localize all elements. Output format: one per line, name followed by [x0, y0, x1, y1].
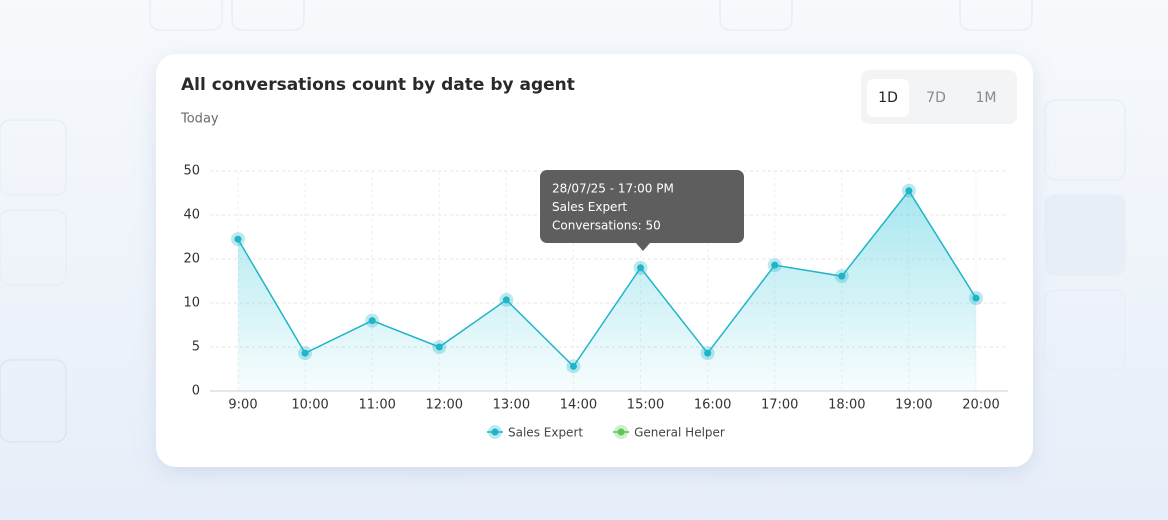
line — [237, 189, 977, 368]
range-button[interactable]: 7D — [926, 90, 946, 106]
y-tick-label: 50 — [183, 164, 200, 179]
legend-label[interactable]: General Helper — [634, 426, 725, 440]
point[interactable] — [771, 261, 779, 269]
y-tick-label: 0 — [192, 384, 200, 399]
tooltip-box — [540, 170, 744, 243]
point[interactable] — [502, 296, 510, 304]
tooltip-pointer — [636, 243, 650, 251]
background-tiles — [0, 0, 1126, 520]
y-tick-label: 5 — [192, 340, 200, 355]
point[interactable] — [838, 272, 846, 280]
point[interactable] — [704, 349, 712, 357]
chart-title: All conversations count by date by agent — [181, 75, 575, 95]
y-tick-label: 20 — [183, 252, 200, 267]
point[interactable] — [301, 349, 309, 357]
x-tick-label: 9:00 — [228, 398, 257, 413]
x-tick-label: 20:00 — [962, 398, 999, 413]
legend-marker — [491, 428, 499, 436]
range-button[interactable]: 1M — [976, 90, 997, 106]
x-tick-label: 15:00 — [627, 398, 664, 413]
y-tick-label: 40 — [183, 208, 200, 223]
chart-subtitle: Today — [180, 112, 219, 127]
legend-marker — [617, 428, 625, 436]
x-tick-label: 14:00 — [560, 398, 597, 413]
x-tick-label: 17:00 — [761, 398, 798, 413]
range-button[interactable]: 1D — [878, 90, 898, 106]
point[interactable] — [435, 343, 443, 351]
x-tick-label: 10:00 — [291, 398, 328, 413]
tooltip-text: Conversations: 50 — [552, 219, 661, 233]
point[interactable] — [972, 294, 980, 302]
x-tick-label: 18:00 — [828, 398, 865, 413]
range-button-active[interactable] — [867, 79, 909, 117]
point[interactable] — [905, 187, 913, 195]
point[interactable] — [569, 362, 577, 370]
point[interactable] — [637, 264, 645, 272]
x-tick-label: 11:00 — [358, 398, 395, 413]
x-tick-label: 16:00 — [694, 398, 731, 413]
x-tick-label: 19:00 — [895, 398, 932, 413]
point[interactable] — [234, 235, 242, 243]
x-tick-label: 13:00 — [493, 398, 530, 413]
point[interactable] — [368, 317, 376, 325]
tooltip-text: Sales Expert — [552, 200, 627, 214]
tooltip-text: 28/07/25 - 17:00 PM — [552, 182, 674, 196]
x-tick-label: 12:00 — [426, 398, 463, 413]
legend-label[interactable]: Sales Expert — [508, 426, 583, 440]
y-tick-label: 10 — [183, 296, 200, 311]
